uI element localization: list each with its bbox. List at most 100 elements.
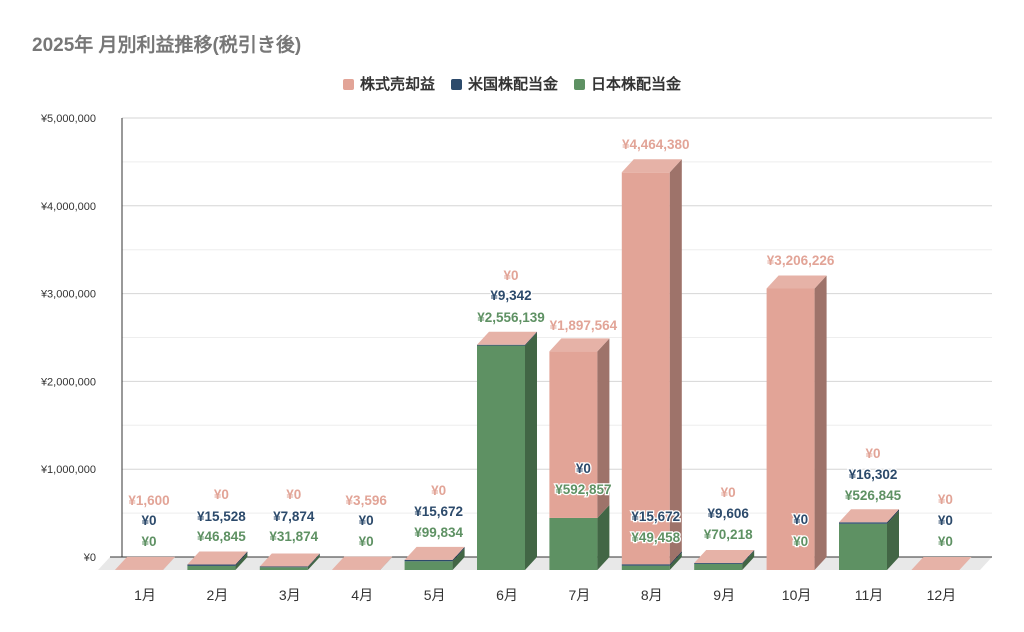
data-label: ¥0 [576,461,591,476]
data-label: ¥0 [359,513,374,528]
bar-top [115,556,175,570]
bar-segment[interactable] [477,344,525,346]
x-tick-label: 12月 [927,587,957,603]
bar-top [259,553,320,567]
bar-segment[interactable] [259,566,308,568]
data-label: ¥49,458 [631,530,680,545]
data-label: ¥15,672 [631,509,680,524]
data-label: ¥0 [865,446,880,461]
data-label: ¥4,464,380 [622,137,690,152]
x-tick-label: 7月 [569,587,591,603]
data-label: ¥0 [214,487,229,502]
bar-side [669,159,682,565]
data-label: ¥0 [721,485,736,500]
legend-item[interactable]: 株式売却益 [342,73,435,94]
x-tick-label: 6月 [496,587,518,603]
data-label: ¥526,845 [845,488,902,503]
bar-segment[interactable] [549,517,598,570]
bar-stack[interactable] [766,275,827,570]
data-label: ¥1,600 [128,493,169,508]
x-tick-label: 3月 [279,587,301,603]
bar-side [307,553,320,568]
bar-top [404,546,465,560]
bar-segment[interactable] [187,565,236,570]
bar-side [525,332,537,570]
bar-segment[interactable] [621,564,670,566]
bar-top [694,549,755,563]
y-tick-label: ¥2,000,000 [40,376,96,388]
bar-segment[interactable] [404,559,453,562]
x-tick-label: 11月 [855,587,884,603]
bar-top [477,331,537,345]
y-tick-label: ¥4,000,000 [40,201,96,213]
bar-stack[interactable] [911,557,972,570]
bar-stack[interactable] [332,556,393,570]
y-tick-label: ¥0 [83,552,96,564]
bar-segment[interactable] [549,351,598,518]
data-label: ¥15,528 [197,509,246,524]
legend-label: 日本株配当金 [591,76,682,93]
bar-segment[interactable] [621,565,670,570]
data-label: ¥0 [938,534,953,549]
bar-segment[interactable] [766,288,815,570]
data-label: ¥2,556,139 [477,310,545,325]
bar-stack[interactable] [621,159,682,570]
bar-stack[interactable] [187,551,248,570]
bar-side [597,504,610,570]
bar-side [669,552,682,570]
bar-top [187,551,248,565]
data-label: ¥46,845 [197,529,246,544]
data-label: ¥0 [938,492,953,507]
bar-segment[interactable] [694,562,743,564]
bar-top [839,509,899,523]
bar-side [669,551,682,566]
data-label: ¥9,342 [490,288,531,303]
data-label: ¥1,897,564 [550,318,618,333]
data-label: ¥3,206,226 [767,253,835,268]
bar-stack[interactable] [404,546,465,570]
data-label: ¥0 [141,513,156,528]
legend-item[interactable]: 米国株配当金 [450,73,558,94]
bar-stack[interactable] [115,556,175,570]
bar-stack[interactable] [694,549,755,570]
bar-segment[interactable] [187,564,236,566]
x-tick-label: 9月 [713,587,735,603]
bar-segment[interactable] [839,523,887,570]
data-label: ¥99,834 [414,525,463,540]
y-tick-label: ¥1,000,000 [40,464,96,476]
bar-segment[interactable] [259,567,308,570]
bar-stack[interactable] [259,553,320,570]
bar-segment[interactable] [621,172,670,565]
bar-segment[interactable] [404,561,453,570]
bar-top [621,159,682,173]
x-tick-label: 10月 [782,587,812,603]
bar-side [163,556,175,570]
bar-stack[interactable] [839,509,899,570]
data-label: ¥0 [141,534,156,549]
data-label: ¥15,672 [414,504,463,519]
bar-side [452,548,465,570]
bar-top [766,275,827,289]
x-tick-label: 8月 [641,587,663,603]
bar-side [452,546,465,562]
y-tick-label: ¥5,000,000 [40,113,96,125]
bar-side [380,556,393,570]
legend-item[interactable]: 日本株配当金 [574,73,681,94]
legend: 株式売却益 米国株配当金 日本株配当金 [0,73,1024,94]
bar-segment[interactable] [694,563,743,570]
bar-side [742,550,755,570]
bar-side [814,275,827,570]
data-label: ¥0 [359,534,374,549]
data-label: ¥16,302 [849,467,898,482]
bar-top [332,556,393,570]
bar-side [307,554,320,570]
bar-stack[interactable] [477,331,537,570]
bar-segment[interactable] [839,522,887,524]
data-label: ¥0 [793,512,808,527]
legend-swatch [450,79,462,90]
bar-stack[interactable] [549,338,610,570]
data-label: ¥31,874 [269,529,318,544]
bar-segment[interactable] [477,345,525,570]
